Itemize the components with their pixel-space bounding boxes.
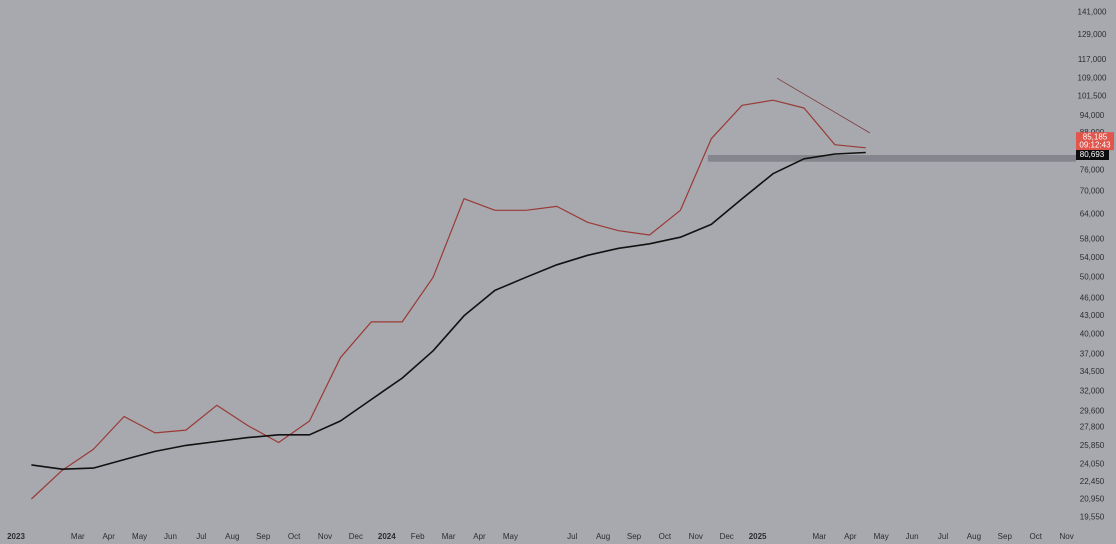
x-tick-label: Jul [938, 532, 948, 541]
y-tick-label: 141,000 [1078, 7, 1107, 16]
x-tick-label: 2023 [7, 532, 25, 541]
y-tick-label: 34,500 [1080, 367, 1105, 376]
x-tick-label: Nov [689, 532, 703, 541]
x-tick-label: Nov [318, 532, 332, 541]
x-tick-label: Sep [998, 532, 1013, 541]
y-tick-label: 32,000 [1080, 386, 1105, 395]
series-line [30, 99, 866, 500]
y-tick-label: 58,000 [1080, 234, 1105, 243]
y-tick-label: 43,000 [1080, 311, 1105, 320]
x-tick-label: Sep [627, 532, 642, 541]
y-tick-label: 64,000 [1080, 209, 1105, 218]
x-tick-label: Dec [720, 532, 734, 541]
x-tick-label: Mar [442, 532, 456, 541]
countdown-label: 09:12:43 [1079, 140, 1111, 149]
y-tick-label: 40,000 [1080, 329, 1105, 338]
y-tick-label: 117,000 [1078, 55, 1107, 64]
y-tick-label: 101,500 [1078, 91, 1107, 100]
x-tick-label: May [874, 532, 889, 541]
x-tick-label: Sep [256, 532, 271, 541]
x-tick-label: Mar [71, 532, 85, 541]
x-tick-label: Apr [473, 532, 486, 541]
ma-price-label: 80,693 [1080, 150, 1105, 159]
trendline [776, 77, 870, 134]
y-tick-label: 37,000 [1080, 349, 1105, 358]
y-tick-label: 27,800 [1080, 422, 1105, 431]
x-tick-label: Dec [349, 532, 363, 541]
y-tick-label: 46,000 [1080, 294, 1105, 303]
current-price-box [1076, 132, 1114, 151]
y-tick-label: 94,000 [1080, 111, 1105, 120]
x-tick-label: Mar [813, 532, 827, 541]
x-tick-label: Nov [1059, 532, 1073, 541]
x-tick-label: Apr [102, 532, 115, 541]
y-tick-label: 19,550 [1080, 512, 1105, 521]
x-tick-label: Aug [967, 532, 981, 541]
y-tick-label: 50,000 [1080, 272, 1105, 281]
x-tick-label: May [132, 532, 147, 541]
x-tick-label: Oct [1029, 532, 1042, 541]
x-tick-label: Aug [225, 532, 239, 541]
x-tick-label: 2024 [378, 532, 396, 541]
y-tick-label: 129,000 [1078, 30, 1107, 39]
x-tick-label: Oct [288, 532, 301, 541]
x-tick-label: Jun [906, 532, 919, 541]
x-tick-label: May [503, 532, 518, 541]
y-tick-label: 54,000 [1080, 253, 1105, 262]
x-tick-label: Apr [844, 532, 857, 541]
y-tick-label: 109,000 [1078, 73, 1107, 82]
x-tick-label: 2025 [749, 532, 767, 541]
y-tick-label: 76,000 [1080, 165, 1105, 174]
y-tick-label: 29,600 [1080, 406, 1105, 415]
x-tick-label: Jul [567, 532, 577, 541]
y-tick-label: 20,950 [1080, 495, 1105, 504]
y-tick-label: 24,050 [1080, 459, 1105, 468]
x-tick-label: Feb [411, 532, 425, 541]
x-tick-label: Oct [659, 532, 672, 541]
y-tick-label: 25,850 [1080, 441, 1105, 450]
y-tick-label: 70,000 [1080, 186, 1105, 195]
current-price-label: 85,185 [1083, 132, 1108, 141]
x-tick-label: Aug [596, 532, 610, 541]
x-tick-label: Jun [164, 532, 177, 541]
support-zone [707, 154, 1076, 162]
series-line [31, 151, 866, 470]
ma-price-box [1076, 149, 1109, 160]
y-tick-label: 22,450 [1080, 477, 1105, 486]
x-tick-label: Jul [196, 532, 206, 541]
